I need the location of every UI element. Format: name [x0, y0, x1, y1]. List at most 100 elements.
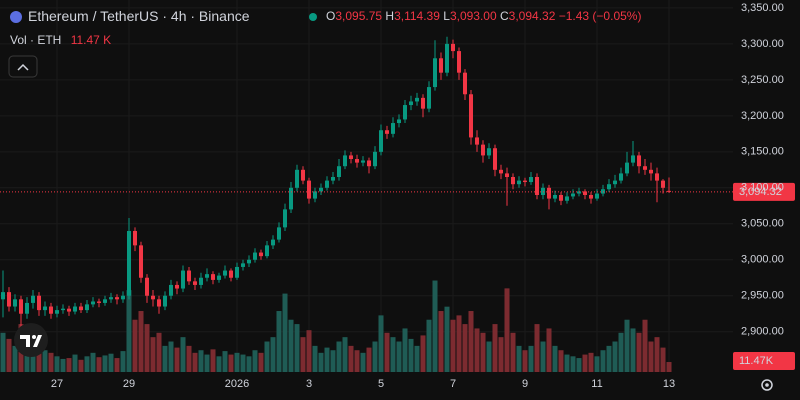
candle-body: [583, 191, 587, 195]
volume-bar: [54, 356, 60, 372]
volume-bar: [36, 344, 42, 372]
volume-bar: [444, 306, 450, 372]
candle-body: [433, 58, 437, 88]
candle-body: [631, 155, 635, 163]
volume-bar: [306, 330, 312, 372]
volume-bar: [624, 319, 630, 372]
volume-bar: [78, 359, 84, 372]
candle-body: [643, 166, 647, 170]
volume-bar: [186, 345, 192, 372]
volume-bar: [162, 345, 168, 372]
symbol-icon: [10, 11, 22, 23]
candle-body: [145, 277, 149, 296]
ohlc-value: 3,114.39: [394, 9, 440, 23]
candle-body: [361, 160, 365, 163]
volume-bar: [516, 345, 522, 372]
candle-body: [529, 177, 533, 183]
volume-bar: [204, 354, 210, 372]
volume-bar: [0, 332, 6, 372]
candle-body: [103, 299, 107, 303]
candle-body: [307, 180, 311, 199]
volume-bar: [402, 328, 408, 372]
volume-bar: [372, 341, 378, 372]
volume-bar: [600, 350, 606, 372]
volume-bar: [108, 353, 114, 372]
candle-body: [367, 160, 371, 167]
volume-bar: [48, 352, 54, 372]
logo-dot: [32, 335, 36, 339]
candle-body: [565, 196, 569, 201]
logo-circle: [14, 323, 48, 357]
candle-body: [289, 187, 293, 210]
candle-body: [439, 58, 443, 73]
volume-bar: [390, 337, 396, 372]
volume-bar: [66, 358, 72, 372]
volume-bar: [570, 356, 576, 372]
volume-bar: [132, 319, 138, 372]
candle-body: [91, 301, 95, 305]
candle-body: [355, 159, 359, 163]
candle-body: [517, 180, 521, 185]
volume-bar: [342, 337, 348, 372]
overlay: 3,094.32 11.47K: [0, 182, 795, 370]
candle-body: [637, 155, 641, 167]
candle-body: [667, 190, 671, 192]
candle-body: [661, 180, 665, 188]
volume-bar: [120, 351, 126, 372]
ohlc-value: 3,094.32: [509, 9, 556, 23]
volume-bar: [294, 324, 300, 372]
candle-body: [511, 177, 515, 185]
candle-body: [217, 275, 221, 280]
volume-bar: [264, 341, 270, 372]
settings-button[interactable]: [761, 379, 773, 391]
candle-body: [499, 169, 503, 174]
candle-body: [577, 191, 581, 194]
y-tick-label: 3,150.00: [741, 146, 784, 158]
candle-body: [97, 301, 101, 303]
volume-bar: [354, 350, 360, 372]
collapse-button[interactable]: [8, 55, 38, 78]
candle-body: [1, 292, 5, 300]
y-tick-label: 3,350.00: [741, 2, 784, 14]
button-frame[interactable]: [8, 55, 38, 78]
candle-body: [49, 306, 53, 314]
x-tick-label: 29: [123, 378, 135, 390]
volume-bar: [348, 345, 354, 372]
button-icon[interactable]: [17, 63, 29, 71]
volume-bar: [468, 311, 474, 372]
x-tick-label: 9: [522, 378, 528, 390]
volume-bar: [324, 347, 330, 372]
volume-bar: [210, 349, 216, 372]
gear-icon[interactable]: [761, 379, 773, 391]
x-tick-label: 2026: [225, 378, 249, 390]
candle-body: [25, 302, 29, 314]
candle-body: [31, 295, 35, 303]
last-volume-box: [733, 352, 795, 370]
volume-bar: [312, 345, 318, 372]
x-tick-label: 27: [51, 378, 63, 390]
volume-bar: [150, 337, 156, 372]
change: −1.43 (−0.05%): [559, 9, 642, 23]
volume-bar: [42, 350, 48, 372]
candle-body: [7, 292, 11, 307]
volume-bar: [660, 347, 666, 372]
volume-bar: [636, 332, 642, 372]
x-tick-label: 7: [450, 378, 456, 390]
volume-bar: [582, 354, 588, 372]
volume-bar: [630, 328, 636, 372]
candle-body: [487, 148, 491, 156]
ohlc-value: 3,095.75: [335, 9, 382, 23]
volume-bar: [192, 352, 198, 372]
candle-body: [469, 94, 473, 138]
volume-bar: [12, 345, 18, 372]
volume-bar: [510, 332, 516, 372]
volume-bar: [114, 358, 120, 372]
volume-bar: [24, 341, 30, 372]
volume-bar: [666, 362, 672, 372]
candle-body: [655, 173, 659, 181]
candle-body: [589, 194, 593, 199]
candle-body: [271, 239, 275, 246]
gear-center[interactable]: [765, 383, 769, 387]
